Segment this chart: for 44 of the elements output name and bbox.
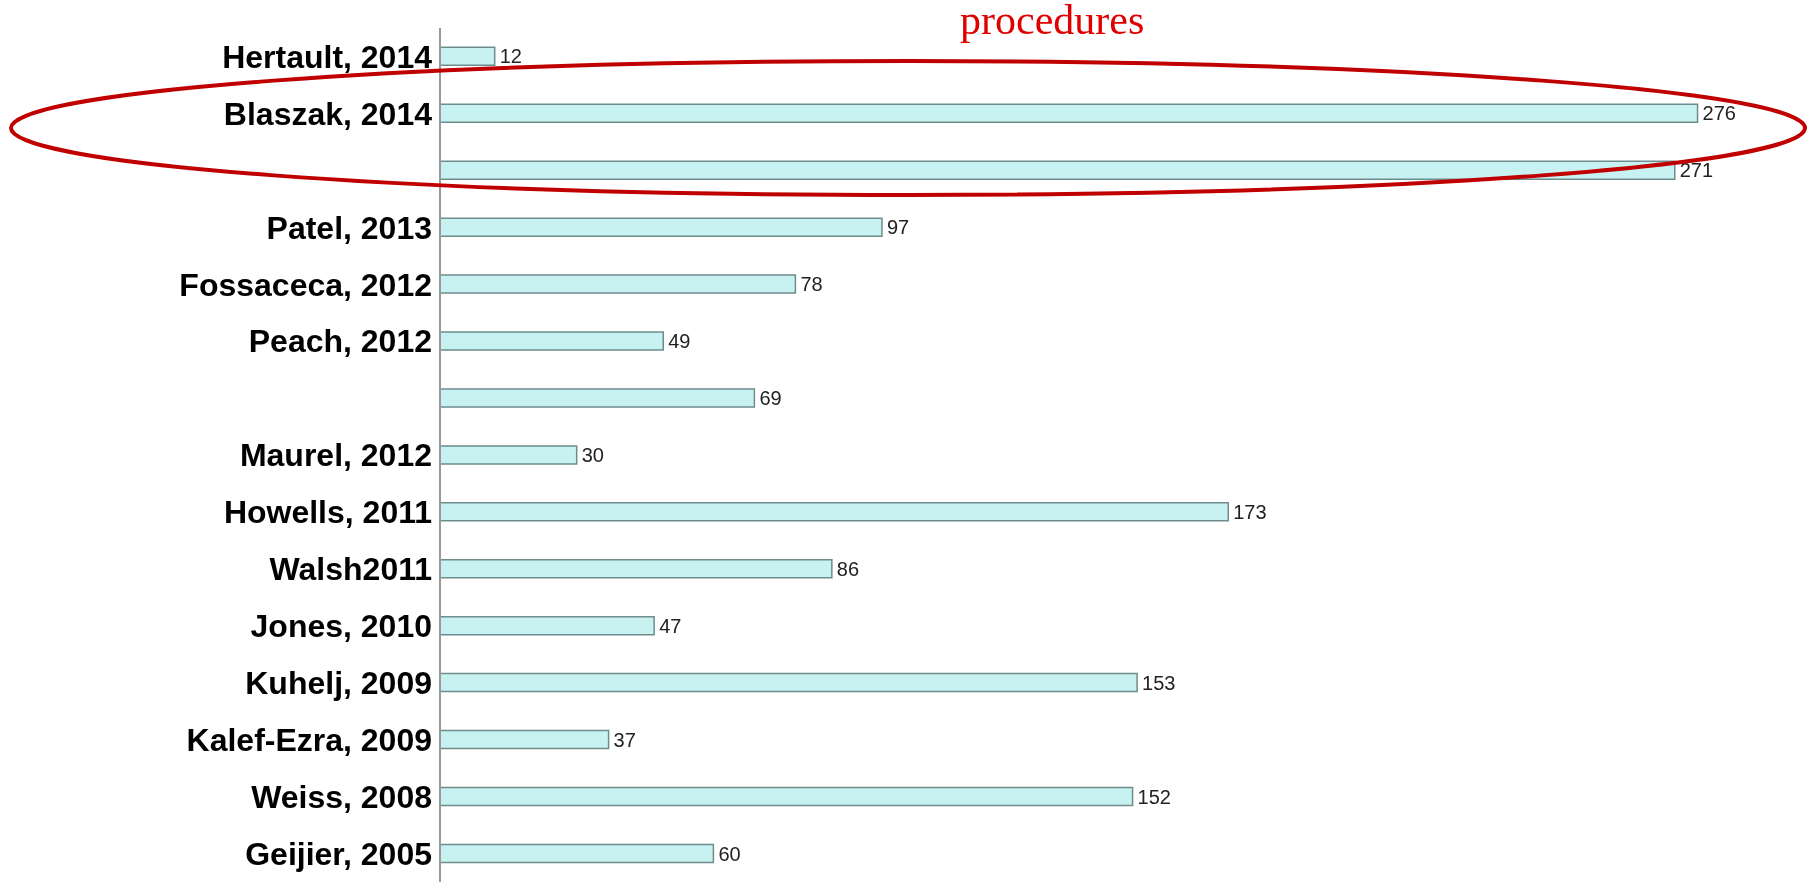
bar [440,331,665,351]
bar [440,274,797,294]
bar [440,786,1134,807]
data-label: 173 [1233,500,1267,523]
y-tick-label: Weiss, 2008 [251,778,432,815]
y-tick-label: Hertault, 2014 [222,38,433,75]
bar [440,559,833,579]
bar [440,103,1699,124]
data-label: 153 [1142,671,1176,694]
data-label: 30 [581,443,604,466]
bar [440,843,715,864]
data-label: 60 [718,842,741,865]
bar [440,615,655,636]
y-tick-label: Kuhelj, 2009 [245,665,432,702]
data-label: 271 [1679,159,1714,182]
y-tick-label: Geijier, 2005 [245,835,432,872]
bar [440,445,578,465]
bar [440,729,610,750]
data-label: 152 [1137,785,1171,808]
data-label: 37 [613,728,636,751]
y-tick-label: Kalef-Ezra, 2009 [186,722,432,759]
annotation: procedures [960,0,1145,44]
y-tick-label: Blaszak, 2014 [223,95,433,132]
data-label: 78 [800,273,823,296]
bar [440,502,1229,522]
y-tick-label: Patel, 2013 [266,209,432,246]
y-tick-label: Fossaceca, 2012 [179,266,432,303]
data-label: 12 [499,45,522,68]
bar [440,672,1138,693]
data-label: 86 [836,557,860,580]
data-label: 69 [759,387,782,410]
y-tick-label: Howells, 2011 [223,494,432,531]
bar [440,388,756,408]
y-tick-label: Peach, 2012 [248,323,432,360]
bar [440,46,496,67]
bar [440,217,883,237]
bar [440,160,1676,180]
y-tick-label: Jones, 2010 [250,608,432,645]
data-label: 97 [886,216,910,239]
data-label: 276 [1702,102,1736,125]
y-tick-label: Walsh2011 [269,551,432,588]
y-tick-label: Maurel, 2012 [239,437,432,474]
data-label: 49 [668,330,691,353]
data-label: 47 [659,614,682,637]
